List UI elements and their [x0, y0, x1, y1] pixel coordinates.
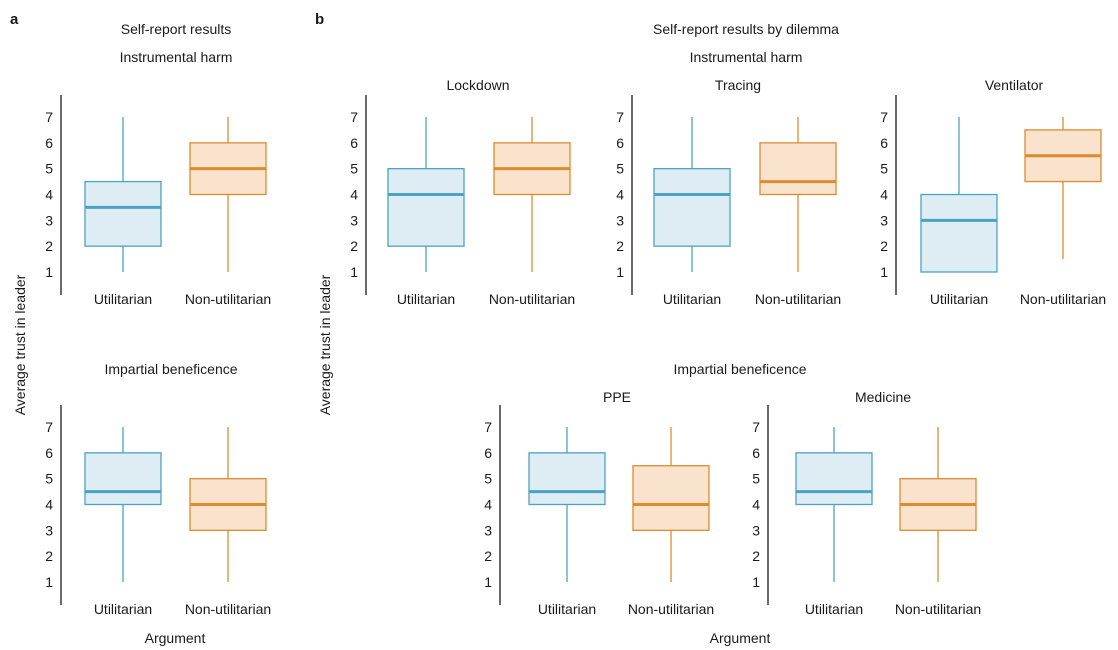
y-tick-label: 1: [880, 264, 888, 280]
y-tick-label: 4: [350, 187, 358, 203]
x-category-label: Utilitarian: [538, 601, 596, 617]
panel-b-y-axis-title: Average trust in leader: [317, 274, 333, 415]
x-category-label: Non-utilitarian: [489, 291, 575, 307]
y-tick-label: 1: [484, 574, 492, 590]
y-tick-label: 2: [880, 238, 888, 254]
panel-b-title: Self-report results by dilemma: [653, 21, 839, 37]
y-tick-label: 7: [350, 109, 358, 125]
plot-a-instrumental-harm: 1 2 3 4 5 6 7 Utilitarian Non-utilitarian: [45, 95, 271, 307]
panel-a-y-axis-title: Average trust in leader: [12, 274, 28, 415]
y-tick-label: 5: [45, 471, 53, 487]
plot-title: Medicine: [855, 389, 911, 405]
y-tick-label: 6: [350, 135, 358, 151]
y-tick-label: 2: [484, 548, 492, 564]
plot-title: Ventilator: [985, 77, 1044, 93]
y-tick-label: 5: [616, 161, 624, 177]
y-tick-label: 6: [484, 445, 492, 461]
y-tick-label: 3: [484, 522, 492, 538]
y-tick-label: 2: [45, 548, 53, 564]
y-tick-label: 1: [350, 264, 358, 280]
y-tick-label: 1: [752, 574, 760, 590]
y-tick-label: 5: [484, 471, 492, 487]
utilitarian-box: [84, 180, 162, 247]
y-tick-label: 6: [752, 445, 760, 461]
x-category-label: Non-utilitarian: [895, 601, 981, 617]
plot-title: PPE: [603, 389, 631, 405]
y-tick-label: 7: [880, 109, 888, 125]
plot-a-impartial-beneficence: 1 2 3 4 5 6 7 Utilitarian Non-utilitarian: [45, 405, 271, 617]
x-category-label: Non-utilitarian: [755, 291, 841, 307]
panel-a-title: Self-report results: [121, 21, 231, 37]
panel-a-instrumental-harm-heading: Instrumental harm: [120, 49, 233, 65]
y-tick-label: 4: [484, 497, 492, 513]
y-tick-label: 1: [45, 264, 53, 280]
y-tick-label: 2: [752, 548, 760, 564]
utilitarian-box: [795, 452, 873, 506]
non-utilitarian-box: [632, 465, 710, 531]
x-category-label: Non-utilitarian: [1020, 291, 1106, 307]
y-tick-label: 2: [616, 238, 624, 254]
y-tick-label: 7: [616, 109, 624, 125]
y-tick-label: 6: [880, 135, 888, 151]
y-tick-label: 5: [45, 161, 53, 177]
y-tick-label: 4: [752, 497, 760, 513]
plot-b-lockdown: 1 2 3 4 5 6 7 Lockdown Utilitarian Non-utilitaria…: [350, 77, 575, 307]
x-category-label: Utilitarian: [397, 291, 455, 307]
utilitarian-box: [920, 193, 998, 273]
y-tick-label: 6: [616, 135, 624, 151]
y-tick-label: 1: [45, 574, 53, 590]
y-tick-label: 4: [616, 187, 624, 203]
utilitarian-box: [387, 168, 465, 247]
x-category-label: Utilitarian: [805, 601, 863, 617]
y-tick-label: 5: [350, 161, 358, 177]
x-category-label: Non-utilitarian: [185, 601, 271, 617]
y-tick-label: 5: [752, 471, 760, 487]
y-tick-label: 6: [45, 135, 53, 151]
panel-b-x-axis-title: Argument: [710, 630, 771, 646]
y-tick-label: 2: [350, 238, 358, 254]
panel-a-impartial-beneficence-heading: Impartial beneficence: [104, 361, 237, 377]
y-tick-label: 4: [45, 187, 53, 203]
y-tick-label: 3: [752, 522, 760, 538]
y-tick-label: 3: [45, 522, 53, 538]
x-category-label: Non-utilitarian: [628, 601, 714, 617]
y-tick-label: 4: [45, 497, 53, 513]
y-tick-label: 7: [752, 419, 760, 435]
y-tick-label: 3: [616, 212, 624, 228]
x-category-label: Utilitarian: [94, 291, 152, 307]
y-tick-label: 2: [45, 238, 53, 254]
x-category-label: Utilitarian: [663, 291, 721, 307]
plot-title: Tracing: [715, 77, 761, 93]
utilitarian-box: [84, 452, 162, 506]
panel-a-x-axis-title: Argument: [145, 630, 206, 646]
panel-b-letter: b: [315, 11, 324, 28]
plot-b-tracing: 1 2 3 4 5 6 7 Tracing Utilitarian Non-utilitarian: [616, 77, 841, 307]
y-tick-label: 3: [45, 212, 53, 228]
y-tick-label: 3: [880, 212, 888, 228]
x-category-label: Utilitarian: [930, 291, 988, 307]
y-tick-label: 5: [880, 161, 888, 177]
utilitarian-box: [653, 168, 731, 247]
panel-a-letter: a: [10, 11, 19, 28]
non-utilitarian-box: [759, 142, 837, 196]
y-tick-label: 4: [880, 187, 888, 203]
y-tick-label: 7: [45, 109, 53, 125]
plot-title: Lockdown: [446, 77, 509, 93]
x-category-label: Non-utilitarian: [185, 291, 271, 307]
plot-b-ventilator: 1 2 3 4 5 6 7 Ventilator Utilitarian Non-utilitar…: [880, 77, 1106, 307]
panel-b-instrumental-harm-heading: Instrumental harm: [690, 49, 803, 65]
x-category-label: Utilitarian: [94, 601, 152, 617]
panel-b-impartial-beneficence-heading: Impartial beneficence: [673, 361, 806, 377]
plot-b-ppe: 1 2 3 4 5 6 7 PPE Utilitarian Non-utilitarian: [484, 389, 714, 617]
y-tick-label: 6: [45, 445, 53, 461]
plot-b-medicine: 1 2 3 4 5 6 7 Medicine Utilitarian Non-utilitaria…: [752, 389, 981, 617]
y-tick-label: 7: [45, 419, 53, 435]
utilitarian-box: [528, 452, 606, 506]
y-tick-label: 3: [350, 212, 358, 228]
y-tick-label: 1: [616, 264, 624, 280]
y-tick-label: 7: [484, 419, 492, 435]
